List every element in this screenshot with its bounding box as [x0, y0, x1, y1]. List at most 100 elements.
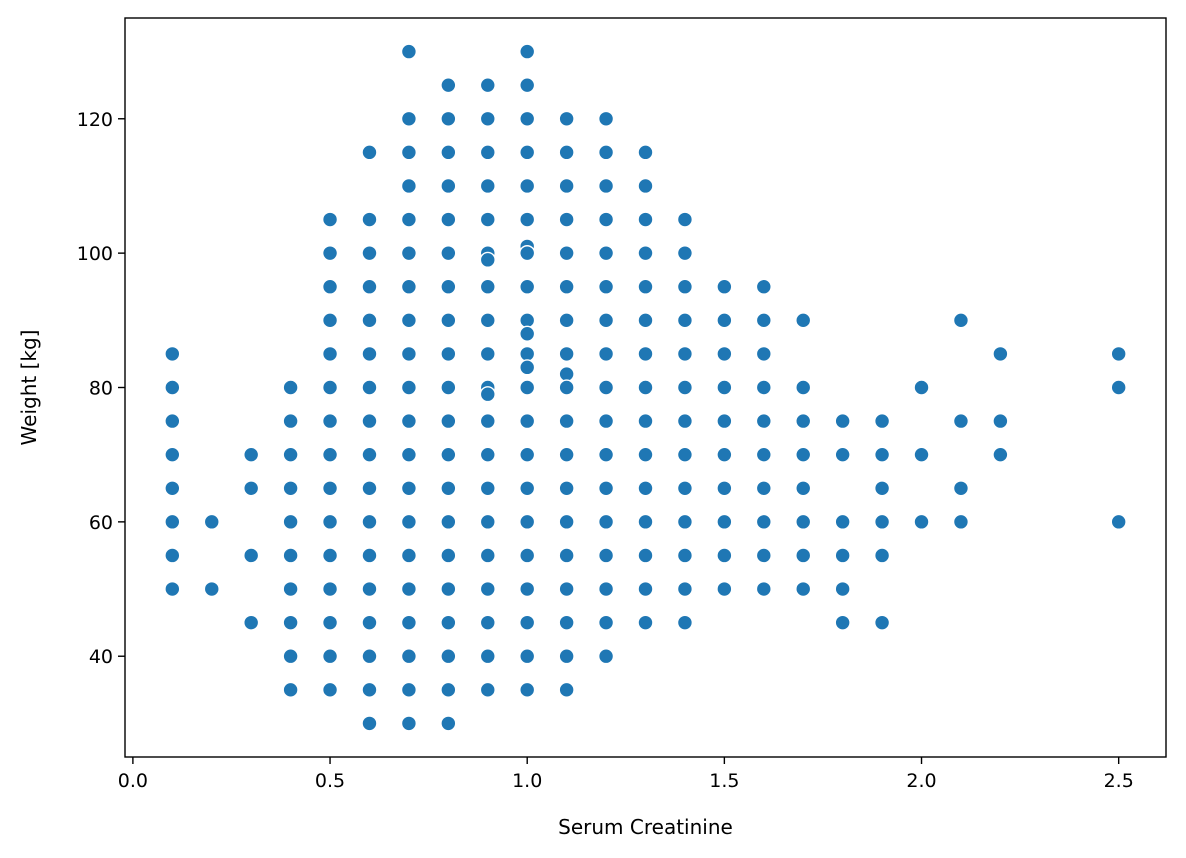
data-point [795, 379, 812, 396]
data-point [558, 513, 575, 530]
data-point [400, 480, 418, 497]
data-point [282, 614, 299, 631]
data-point [282, 580, 299, 598]
data-point [558, 177, 575, 195]
data-point [519, 681, 536, 698]
data-point [361, 513, 378, 530]
data-point [479, 211, 496, 228]
data-point [243, 446, 260, 463]
data-point [873, 446, 891, 463]
y-tick-label: 40 [89, 646, 113, 668]
data-point [164, 513, 181, 530]
data-point [479, 251, 496, 268]
data-point [558, 211, 575, 228]
data-point [637, 345, 654, 363]
data-point [597, 412, 615, 430]
data-point [795, 480, 812, 497]
data-point [755, 547, 772, 564]
data-point [479, 312, 496, 329]
data-point [519, 245, 536, 262]
data-point [519, 446, 536, 463]
data-point [164, 446, 181, 463]
data-point [637, 278, 654, 295]
data-point [755, 480, 772, 497]
data-point [282, 480, 299, 497]
x-tick-label: 0.0 [118, 770, 148, 792]
data-point [716, 345, 733, 363]
data-point [321, 312, 339, 329]
data-point [519, 580, 536, 598]
x-tick-label: 2.5 [1104, 770, 1134, 792]
data-point [597, 547, 615, 564]
data-point [321, 614, 339, 631]
data-point [558, 580, 575, 598]
data-point [795, 580, 812, 598]
data-point [479, 513, 496, 530]
data-point [558, 681, 575, 698]
data-point [597, 446, 615, 463]
data-point [716, 412, 733, 430]
data-point [440, 547, 457, 564]
data-point [558, 245, 575, 262]
data-point [834, 412, 851, 430]
y-tick-label: 100 [77, 243, 113, 265]
data-point [558, 412, 575, 430]
data-point [164, 345, 181, 363]
data-point [676, 245, 694, 262]
data-point [558, 614, 575, 631]
data-point [479, 386, 496, 403]
x-tick-label: 1.0 [512, 770, 542, 792]
data-point [597, 648, 615, 665]
data-point [834, 580, 851, 598]
data-point [321, 681, 339, 698]
data-point [834, 446, 851, 463]
data-point [952, 312, 970, 329]
data-point [400, 245, 418, 262]
data-point [519, 211, 536, 228]
data-point [952, 412, 970, 430]
data-point [716, 513, 733, 530]
data-point [755, 513, 772, 530]
data-point [873, 614, 891, 631]
data-point [558, 365, 575, 383]
data-point [637, 412, 654, 430]
data-point [282, 648, 299, 665]
data-point [716, 480, 733, 497]
data-point [164, 412, 181, 430]
data-point [637, 513, 654, 530]
y-tick-label: 80 [89, 378, 113, 400]
data-point [597, 110, 615, 127]
data-point [519, 480, 536, 497]
data-point [834, 513, 851, 530]
data-point [558, 547, 575, 564]
data-point [400, 379, 418, 396]
data-point [873, 412, 891, 430]
y-axis-ticks: 40 60 80 100 120 [77, 109, 125, 668]
x-tick-label: 1.5 [709, 770, 739, 792]
data-point [440, 580, 457, 598]
data-point [321, 513, 339, 530]
data-point [637, 379, 654, 396]
data-point [400, 715, 418, 732]
data-point [834, 614, 851, 631]
data-point [440, 211, 457, 228]
data-point [873, 547, 891, 564]
data-point [479, 345, 496, 363]
data-point [676, 614, 694, 631]
data-point [321, 480, 339, 497]
data-point [992, 446, 1009, 463]
data-point [519, 379, 536, 396]
data-point [676, 547, 694, 564]
data-point [519, 547, 536, 564]
data-point [321, 412, 339, 430]
data-point [1110, 513, 1127, 530]
data-point [400, 681, 418, 698]
data-point [400, 345, 418, 363]
data-point [637, 614, 654, 631]
data-point [795, 513, 812, 530]
data-point [282, 681, 299, 698]
data-point [361, 245, 378, 262]
data-point [440, 446, 457, 463]
data-point [440, 614, 457, 631]
